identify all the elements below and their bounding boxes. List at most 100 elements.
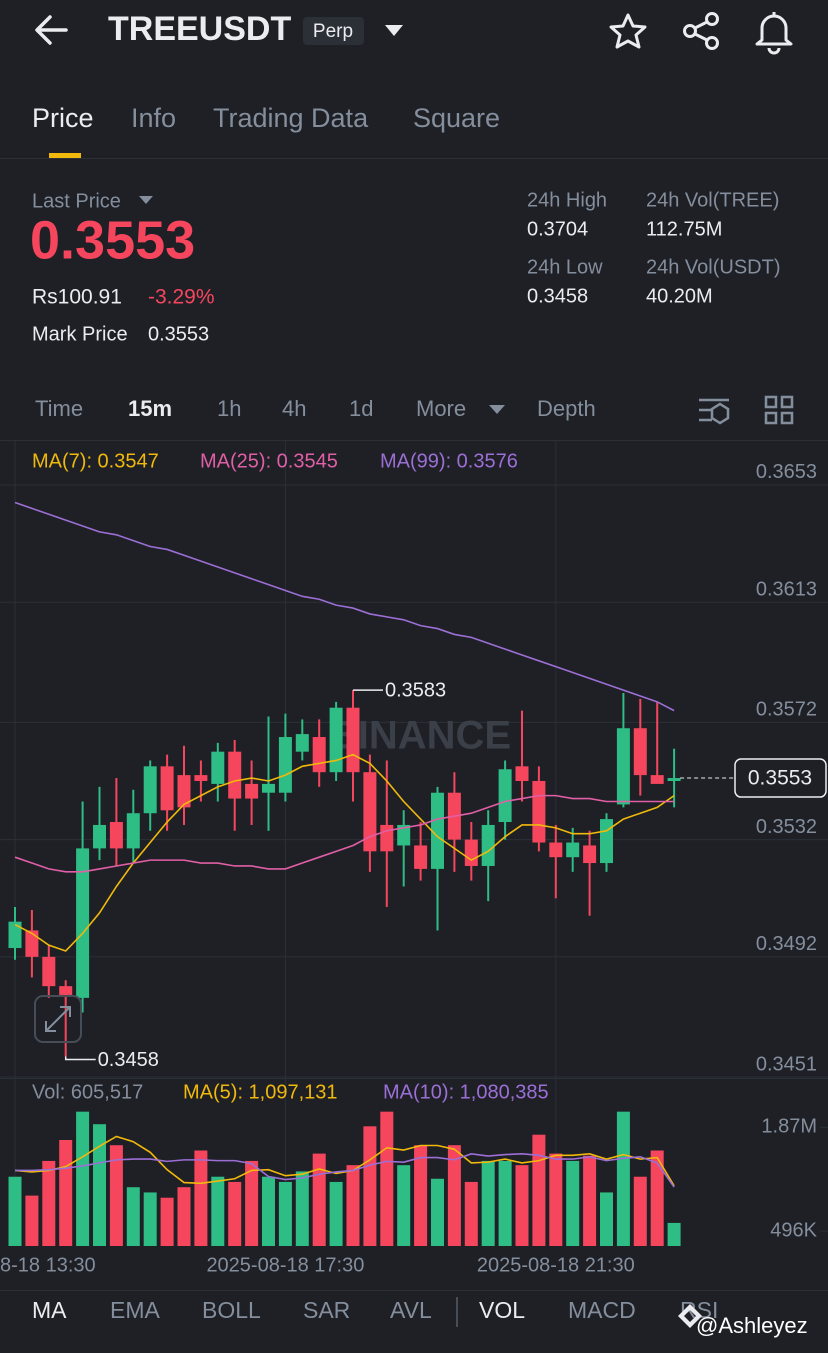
- ma-legend: MA(99): 0.3576: [380, 450, 518, 472]
- stat-value: 0.3704: [527, 218, 588, 240]
- candle-body: [431, 792, 444, 869]
- candle-body: [228, 751, 242, 799]
- dropdown-arrow: [489, 405, 505, 414]
- volume-bar: [650, 1150, 664, 1246]
- symbol[interactable]: TREEUSDT: [108, 10, 291, 48]
- volume-bar: [8, 1176, 22, 1246]
- last-price-label[interactable]: Last Price: [32, 190, 121, 212]
- last-price-tag-label: 0.3553: [748, 767, 812, 790]
- timeframe[interactable]: 1h: [217, 396, 241, 421]
- tab-indicator: [49, 153, 81, 158]
- candle-body: [312, 737, 326, 773]
- candle-body: [549, 842, 563, 858]
- candle-body: [414, 845, 428, 869]
- mark-price: 0.3553: [148, 323, 209, 345]
- y-tick-label: 0.3613: [756, 578, 817, 600]
- timeframe[interactable]: 15m: [128, 396, 172, 421]
- back-button[interactable]: [35, 15, 68, 45]
- badge: Perp: [313, 21, 353, 42]
- candle-body: [25, 930, 39, 957]
- timeframe[interactable]: 1d: [349, 396, 373, 421]
- volume-bar: [633, 1176, 647, 1246]
- layout-button[interactable]: [764, 395, 794, 425]
- volume-bar: [25, 1195, 39, 1246]
- candle-body: [397, 824, 411, 846]
- candle-body: [245, 783, 259, 799]
- stat-value: 112.75M: [646, 218, 722, 240]
- candle-body: [498, 769, 512, 823]
- indicator-tab[interactable]: SAR: [303, 1297, 350, 1323]
- volume-bar: [600, 1192, 613, 1246]
- grid: 0.3653 0.3613 0.3572 0.3532 0.3492 0.3451 8-18…: [0, 441, 828, 1276]
- fullscreen-icon: [45, 1006, 71, 1032]
- volume-bar: [278, 1181, 292, 1246]
- volume-bar: [363, 1126, 377, 1246]
- volume-bar: [583, 1155, 597, 1246]
- x-tick-label: 2025-08-18 17:30: [206, 1254, 364, 1276]
- stat-label: 24h High: [527, 189, 607, 211]
- share-button[interactable]: [683, 12, 719, 50]
- ma-legend: MA(25): 0.3545: [200, 450, 338, 472]
- alert-button[interactable]: [755, 12, 793, 55]
- volume-bar: [532, 1134, 546, 1246]
- divider: [0, 1290, 828, 1291]
- x-tick-label: 8-18 13:30: [0, 1254, 96, 1276]
- volume-bar: [380, 1111, 394, 1246]
- tab[interactable]: Info: [131, 103, 176, 133]
- symbol-dropdown[interactable]: [385, 25, 403, 36]
- plot: MA(7): 0.3547 MA(25): 0.3545 MA(99): 0.357…: [8, 450, 827, 1246]
- ma-legend: MA(10): 1,080,385: [383, 1081, 549, 1103]
- ma-line: [14, 753, 675, 952]
- candle-body: [667, 778, 681, 781]
- indicator-tab[interactable]: BOLL: [202, 1297, 261, 1323]
- volume-bar: [498, 1160, 512, 1246]
- credit: @Ashleyez: [696, 1313, 808, 1338]
- volume-bar: [549, 1153, 563, 1246]
- volume-bar: [262, 1176, 275, 1246]
- favorite-button[interactable]: [609, 13, 647, 49]
- ma-legend: MA(5): 1,097,131: [183, 1081, 338, 1103]
- y-tick-label: 0.3532: [756, 816, 817, 838]
- indicator-tab[interactable]: AVL: [390, 1297, 432, 1323]
- tab[interactable]: Price: [32, 103, 94, 133]
- timeframe[interactable]: More: [416, 396, 466, 421]
- ma-line: [15, 1153, 675, 1188]
- volume-bar: [245, 1160, 259, 1246]
- volume-bar: [109, 1145, 123, 1246]
- candle-body: [566, 842, 580, 858]
- timeframe[interactable]: 4h: [282, 396, 306, 421]
- candle-body: [278, 737, 292, 793]
- stat-value: 0.3458: [527, 285, 588, 307]
- timeframe[interactable]: Time: [35, 396, 83, 421]
- candle-body: [93, 824, 106, 849]
- high-label: 0.3583: [385, 679, 446, 701]
- divider: [0, 1078, 828, 1079]
- volume-bar: [59, 1139, 73, 1246]
- candle-body: [42, 956, 56, 987]
- chart-settings-button[interactable]: [699, 398, 730, 425]
- timeframe[interactable]: Depth: [537, 396, 596, 421]
- y-tick-label: 0.3492: [756, 933, 817, 955]
- candle-body: [262, 783, 275, 793]
- tab[interactable]: Trading Data: [213, 103, 369, 133]
- volume-bar: [194, 1150, 208, 1246]
- divider: [456, 1297, 458, 1327]
- volume-bar: [667, 1222, 681, 1246]
- y-tick-label: 0.3653: [756, 461, 817, 483]
- candle-body: [515, 766, 529, 781]
- volume-bar: [93, 1124, 106, 1246]
- ma-legend: MA(7): 0.3547: [32, 450, 159, 472]
- candle-body: [295, 734, 309, 752]
- volume-bar: [481, 1160, 495, 1246]
- tab[interactable]: Square: [413, 103, 500, 133]
- fullscreen-button[interactable]: [34, 995, 82, 1043]
- candle-body: [59, 986, 73, 995]
- volume-bar: [616, 1111, 630, 1246]
- indicator-tab[interactable]: MACD: [568, 1297, 636, 1323]
- indicator-tab[interactable]: EMA: [110, 1297, 161, 1323]
- candle-body: [211, 751, 225, 784]
- indicator-tab[interactable]: MA: [32, 1297, 67, 1323]
- indicator-tab[interactable]: VOL: [479, 1297, 525, 1323]
- candle-body: [532, 780, 546, 843]
- candle-body: [143, 766, 157, 814]
